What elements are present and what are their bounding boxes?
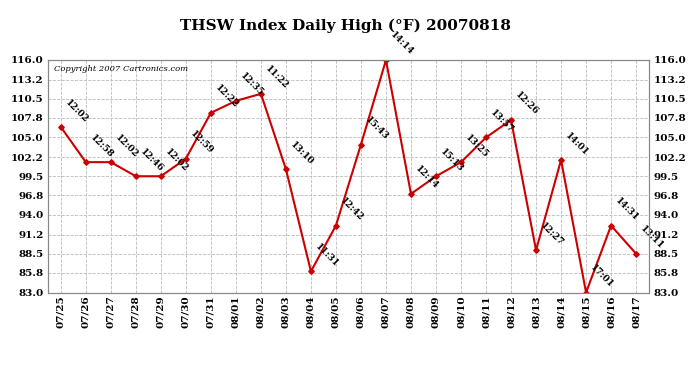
Text: 13:25: 13:25	[464, 133, 491, 159]
Text: 13:10: 13:10	[288, 140, 315, 166]
Text: 12:42: 12:42	[339, 196, 365, 223]
Text: 15:13: 15:13	[439, 147, 466, 174]
Text: 12:58: 12:58	[88, 133, 115, 159]
Text: 11:31: 11:31	[314, 242, 341, 268]
Text: 12:22: 12:22	[214, 84, 240, 110]
Text: THSW Index Daily High (°F) 20070818: THSW Index Daily High (°F) 20070818	[179, 19, 511, 33]
Text: 12:26: 12:26	[514, 90, 540, 117]
Text: 15:43: 15:43	[364, 115, 391, 142]
Text: 12:02: 12:02	[63, 98, 90, 124]
Text: 12:46: 12:46	[139, 147, 166, 174]
Text: 12:59: 12:59	[188, 129, 215, 156]
Text: 14:01: 14:01	[564, 130, 591, 157]
Text: 13:57: 13:57	[489, 108, 515, 135]
Text: 17:01: 17:01	[589, 263, 615, 290]
Text: Copyright 2007 Cartronics.com: Copyright 2007 Cartronics.com	[55, 64, 188, 73]
Text: 12:02: 12:02	[164, 147, 190, 174]
Text: 14:31: 14:31	[614, 196, 640, 223]
Text: 14:14: 14:14	[388, 30, 415, 57]
Text: 12:02: 12:02	[114, 133, 140, 159]
Text: 11:22: 11:22	[264, 64, 290, 91]
Text: 12:14: 12:14	[414, 164, 440, 191]
Text: 12:27: 12:27	[539, 221, 565, 248]
Text: 12:35: 12:35	[239, 71, 266, 98]
Text: 13:11: 13:11	[639, 224, 666, 251]
